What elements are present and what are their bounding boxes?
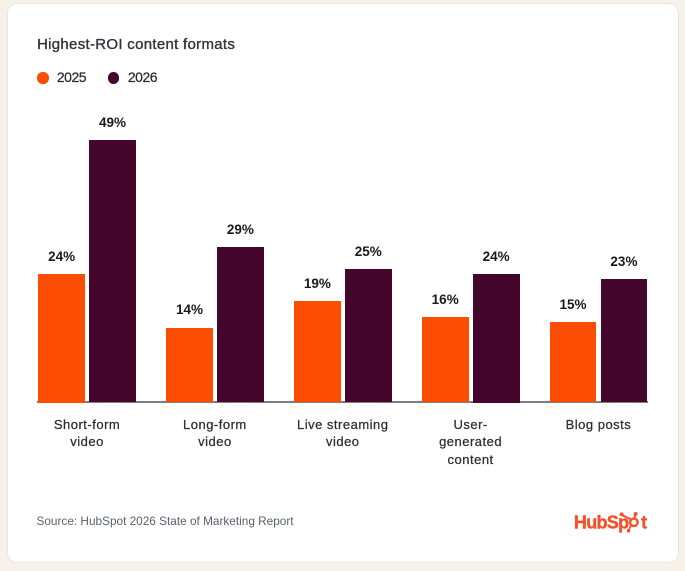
svg-text:HubSp: HubSp <box>574 513 629 533</box>
svg-text:t: t <box>641 513 647 533</box>
